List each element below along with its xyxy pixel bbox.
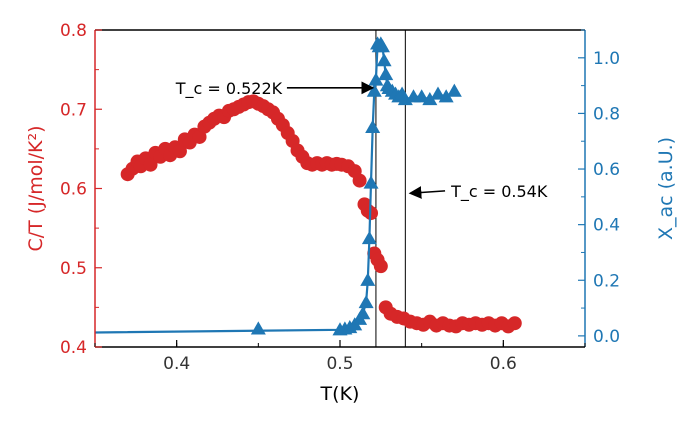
xac-data-point (374, 39, 390, 53)
y-right-tick-label: 0.4 (593, 216, 620, 236)
xac-data-point (250, 321, 266, 335)
x-tick-label: 0.5 (326, 354, 353, 374)
y-left-tick-label: 0.7 (60, 100, 87, 120)
plot-area (94, 30, 522, 347)
y-left-tick-label: 0.8 (60, 21, 87, 41)
ct-data-point (143, 157, 158, 172)
tc-annotation-label-2: T_c = 0.54K (450, 182, 548, 202)
y-right-tick-label: 0.0 (593, 327, 620, 347)
xac-data-point (360, 272, 376, 286)
x-tick-label: 0.4 (163, 354, 190, 374)
xac-data-point (355, 306, 371, 320)
ct-data-point (172, 144, 187, 159)
x-axis-title: T(K) (320, 383, 360, 405)
xac-data-point (446, 83, 462, 97)
xac-data-point (365, 119, 381, 133)
x-tick-label: 0.6 (490, 354, 517, 374)
y-left-tick-label: 0.4 (60, 338, 87, 358)
xac-data-point (414, 89, 430, 103)
tc-annotation-arrow-2 (408, 186, 446, 199)
y-right-tick-label: 0.8 (593, 104, 620, 124)
axes: 0.4 0.5 0.6 0.4 0.5 0.6 0.7 0.8 0.0 0.2 0.4 0.6 0.8 1… (25, 21, 677, 405)
ct-data-point (352, 173, 367, 188)
ct-data-point (507, 316, 522, 331)
y-right-axis-title: X_ac (a.U.) (655, 137, 677, 240)
y-right-tick-label: 0.2 (593, 271, 620, 291)
xac-data-point (358, 295, 374, 309)
xac-data-point (378, 66, 394, 81)
y-right-tick-label: 1.0 (593, 49, 620, 69)
ct-data-point (373, 259, 388, 274)
xac-data-point (361, 231, 377, 245)
y-right-tick-label: 0.6 (593, 160, 620, 180)
annotations: T_c = 0.522K T_c = 0.54K (175, 79, 548, 202)
xac-data-point (363, 175, 379, 189)
xac-data-point (438, 89, 454, 103)
y-left-axis-title: C/T (J/mol/K²) (25, 125, 47, 251)
xac-data-point (430, 86, 446, 100)
y-left-tick-label: 0.5 (60, 259, 87, 279)
tc-annotation-label-1: T_c = 0.522K (175, 79, 283, 99)
xac-data-point (422, 92, 438, 106)
xac-data-point (376, 53, 392, 67)
y-left-tick-label: 0.6 (60, 180, 87, 200)
